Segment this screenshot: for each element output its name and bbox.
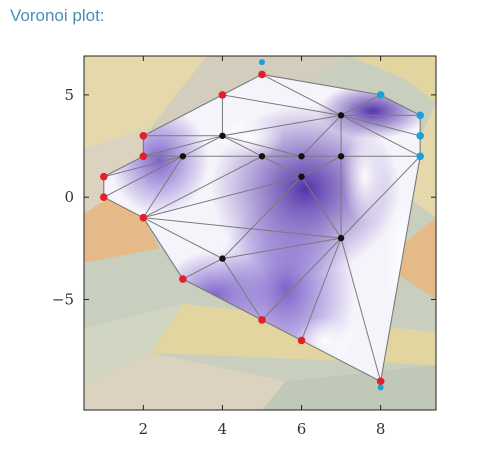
voronoi-cell — [348, 56, 436, 104]
voronoi-cell — [84, 352, 286, 410]
triangulation-edge — [103, 155, 184, 178]
triangulation-edge — [222, 135, 302, 157]
triangulation-edge — [222, 114, 342, 137]
data-point-black — [337, 234, 345, 242]
data-point-red — [179, 275, 187, 283]
data-point-red — [139, 132, 148, 140]
data-point-red — [297, 336, 306, 345]
data-point-black — [298, 153, 305, 160]
voronoi-cell — [261, 364, 436, 410]
triangulation-edge — [261, 73, 342, 116]
outer-point-blue — [377, 384, 384, 391]
triangulation-edge — [301, 155, 342, 178]
triangulation-edge — [340, 94, 381, 116]
triangulation-edge — [340, 155, 421, 239]
plot-caption: Voronoi plot: — [10, 6, 105, 25]
y-tick-label: 0 — [64, 188, 74, 206]
voronoi-cell — [84, 303, 183, 386]
data-point-red — [258, 316, 266, 324]
triangulation-edge — [222, 176, 302, 259]
triangulation-edge — [301, 176, 342, 239]
data-point-black — [298, 173, 305, 180]
data-point-red — [258, 70, 266, 79]
data-point-black — [219, 255, 226, 262]
data-point-red — [218, 91, 227, 99]
triangulation-edge — [182, 135, 223, 157]
data-point-red — [99, 193, 108, 201]
triangulation-edge — [222, 258, 263, 321]
triangulation-edge — [222, 94, 342, 116]
triangulation-edge — [340, 237, 382, 382]
triangulation-edge — [143, 217, 342, 239]
triangulation-edge — [301, 237, 342, 341]
data-point-red — [99, 172, 108, 181]
y-tick-label: −5 — [52, 291, 74, 309]
triangulation-edge — [340, 114, 421, 137]
triangulation-edge — [222, 135, 263, 157]
data-point-blue — [416, 111, 424, 120]
triangulation-edge — [222, 237, 342, 260]
triangulation-edge — [261, 155, 302, 178]
data-point-red — [139, 213, 148, 222]
data-point-black — [337, 153, 345, 160]
x-tick-label: 4 — [218, 420, 228, 438]
triangulation-edge — [340, 114, 421, 157]
data-points — [99, 59, 424, 391]
delaunay-edges — [103, 73, 421, 383]
triangulation-edge — [143, 176, 302, 219]
x-tick-label: 2 — [139, 420, 149, 438]
data-point-red — [376, 377, 385, 386]
voronoi-cell — [84, 56, 207, 149]
plot-frame — [83, 55, 437, 411]
voronoi-cell — [84, 186, 160, 263]
x-tick-label: 6 — [297, 420, 307, 438]
data-point-blue — [416, 152, 424, 161]
data-point-red — [139, 152, 148, 161]
triangulation-edge — [142, 155, 184, 218]
hull-outline — [103, 73, 421, 383]
triangulation-edge — [143, 155, 263, 219]
triangulation-edge — [301, 114, 342, 157]
data-point-blue — [416, 132, 424, 140]
voronoi-cell — [380, 217, 436, 300]
data-point-black — [258, 153, 266, 160]
highlight-upper — [216, 115, 285, 160]
triangulation-edge — [261, 237, 342, 321]
triangulation-edge — [143, 135, 223, 157]
highlight-right — [342, 128, 387, 225]
x-tick-label: 8 — [376, 420, 386, 438]
triangulation-edge — [103, 155, 184, 198]
outer-point-blue — [258, 59, 265, 66]
triangulation-edge — [143, 217, 223, 260]
triangulation-edge — [182, 258, 223, 280]
data-point-black — [219, 132, 226, 140]
data-point-black — [179, 153, 187, 160]
data-point-black — [337, 112, 345, 119]
data-point-blue — [376, 91, 385, 99]
axes: 2 4 6 8 5 0 −5 — [52, 56, 436, 438]
y-tick-label: 5 — [64, 86, 74, 104]
